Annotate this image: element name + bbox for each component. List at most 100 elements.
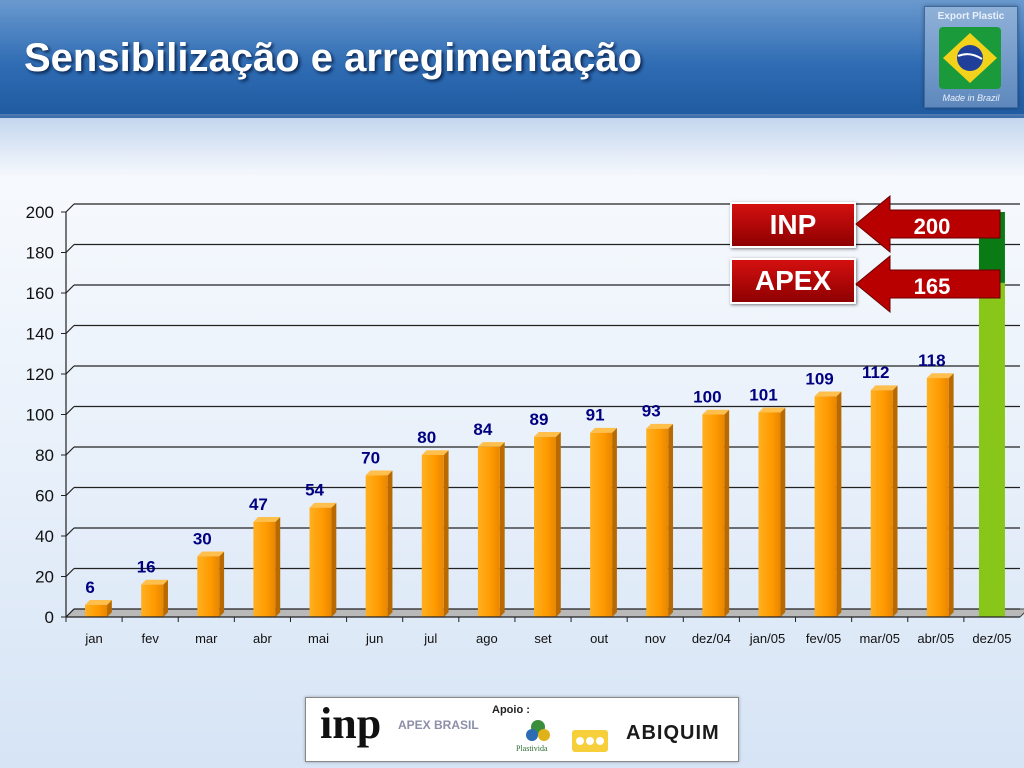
bar-side <box>668 423 674 617</box>
y-tick-label: 40 <box>35 527 54 546</box>
bar-side <box>724 409 730 617</box>
plastivida-logo: Plastivida <box>516 744 548 753</box>
bar-side <box>107 600 112 617</box>
x-tick-label: dez/05 <box>972 631 1011 646</box>
x-tick-label: dez/04 <box>692 631 731 646</box>
y-tick-label: 0 <box>45 608 54 627</box>
annotation-value-apex: 165 <box>914 274 951 299</box>
gridline-depth <box>65 446 75 456</box>
logo-top-text: Export Plastic <box>937 11 1005 22</box>
bar-side <box>499 442 505 617</box>
bar-side <box>331 502 337 617</box>
x-tick-label: jan <box>84 631 102 646</box>
bar-abr <box>253 521 276 617</box>
header-swoosh <box>0 118 1024 178</box>
bar-side <box>556 431 561 617</box>
value-label: 89 <box>530 410 549 429</box>
bar-nov <box>646 428 669 617</box>
abiquim-logo: ABIQUIM <box>626 722 720 744</box>
gridline-depth <box>65 244 75 253</box>
bar-jun <box>365 475 388 617</box>
inp-logo: inp <box>320 699 382 748</box>
bar-side <box>612 427 617 617</box>
bar-top <box>926 373 954 379</box>
value-label: 30 <box>193 529 212 548</box>
x-tick-label: fev <box>142 631 160 646</box>
bar-top <box>309 502 337 508</box>
bar-mar/05 <box>870 390 893 617</box>
bar-side <box>948 373 954 617</box>
value-label: 100 <box>693 388 721 407</box>
x-tick-label: abr <box>253 631 272 646</box>
value-label: 91 <box>586 406 605 425</box>
bar-mar <box>197 556 220 617</box>
bar-top <box>253 517 281 522</box>
brazil-flag-icon <box>939 27 1001 89</box>
legend-arrow-apex: 165 <box>855 254 1001 314</box>
arrow-shape <box>855 254 1001 314</box>
annotation-value-inp: 200 <box>914 214 951 239</box>
bar-chart: 6 16 30 47 54 70 80 84 89 91 93 100 101 109 112 118 0 20… <box>26 203 1024 646</box>
x-tick-label: ago <box>476 631 498 646</box>
y-tick-label: 20 <box>35 568 54 587</box>
value-label: 54 <box>305 481 324 500</box>
x-tick-label: jul <box>423 631 437 646</box>
bar-top <box>702 409 730 415</box>
apex-logo: APEX BRASIL <box>398 718 479 732</box>
value-label: 112 <box>862 363 889 382</box>
page-title: Sensibilização e arregimentação <box>24 36 643 80</box>
bar-top <box>365 470 393 476</box>
sponsor-strip: inp APEX BRASIL Apoio : Plastivida ABIQU… <box>305 697 739 762</box>
bar-side <box>443 450 449 617</box>
x-tick-label: mar/05 <box>859 631 899 646</box>
sindiplast-icon <box>572 730 608 752</box>
apoio-label: Apoio : <box>492 704 530 716</box>
target-segment-apex <box>978 282 1005 617</box>
value-label: 47 <box>249 495 268 514</box>
y-tick-label: 120 <box>26 365 54 384</box>
value-label: 118 <box>918 351 945 370</box>
bar-jul <box>421 455 444 617</box>
bar-side <box>780 407 786 617</box>
arrow-shape <box>855 194 1001 254</box>
bar-top <box>85 600 112 605</box>
gridline-depth <box>65 568 75 577</box>
value-label: 80 <box>417 428 436 447</box>
gridline-depth <box>65 406 75 415</box>
x-tick-label: fev/05 <box>806 631 841 646</box>
bar-top <box>646 423 674 429</box>
value-label: 109 <box>805 369 833 388</box>
export-plastic-logo: Export Plastic Made in Brazil <box>924 6 1018 108</box>
plastivida-icon <box>526 720 550 741</box>
gridline-depth <box>65 487 75 496</box>
bar-fev <box>141 584 164 617</box>
value-label: 16 <box>137 558 156 577</box>
bar-side <box>387 470 393 617</box>
y-tick-label: 180 <box>26 244 54 263</box>
legend-arrows: 200 165 <box>855 194 1001 314</box>
x-tick-label: abr/05 <box>917 631 954 646</box>
value-label: 70 <box>361 448 380 467</box>
bar-top <box>141 579 168 585</box>
value-label: 6 <box>85 578 94 597</box>
bar-side <box>892 385 898 617</box>
bar-side <box>275 517 281 617</box>
value-label: 101 <box>749 385 777 404</box>
bar-abr/05 <box>926 378 949 617</box>
x-tick-label: jan/05 <box>749 631 785 646</box>
bar-top <box>758 407 786 413</box>
x-tick-label: set <box>534 631 552 646</box>
bar-fev/05 <box>814 396 837 617</box>
legend-arrow-inp: 200 <box>855 194 1001 254</box>
bar-side <box>163 579 168 617</box>
gridline-depth <box>65 365 75 375</box>
y-tick-label: 100 <box>26 406 54 425</box>
x-tick-label: jun <box>365 631 383 646</box>
x-tick-label: mar <box>195 631 218 646</box>
bar-top <box>421 450 449 455</box>
y-tick-label: 200 <box>26 203 54 222</box>
bar-top <box>534 431 561 437</box>
gridline-depth <box>65 608 75 618</box>
bar-side <box>836 391 842 617</box>
y-tick-label: 80 <box>35 446 54 465</box>
